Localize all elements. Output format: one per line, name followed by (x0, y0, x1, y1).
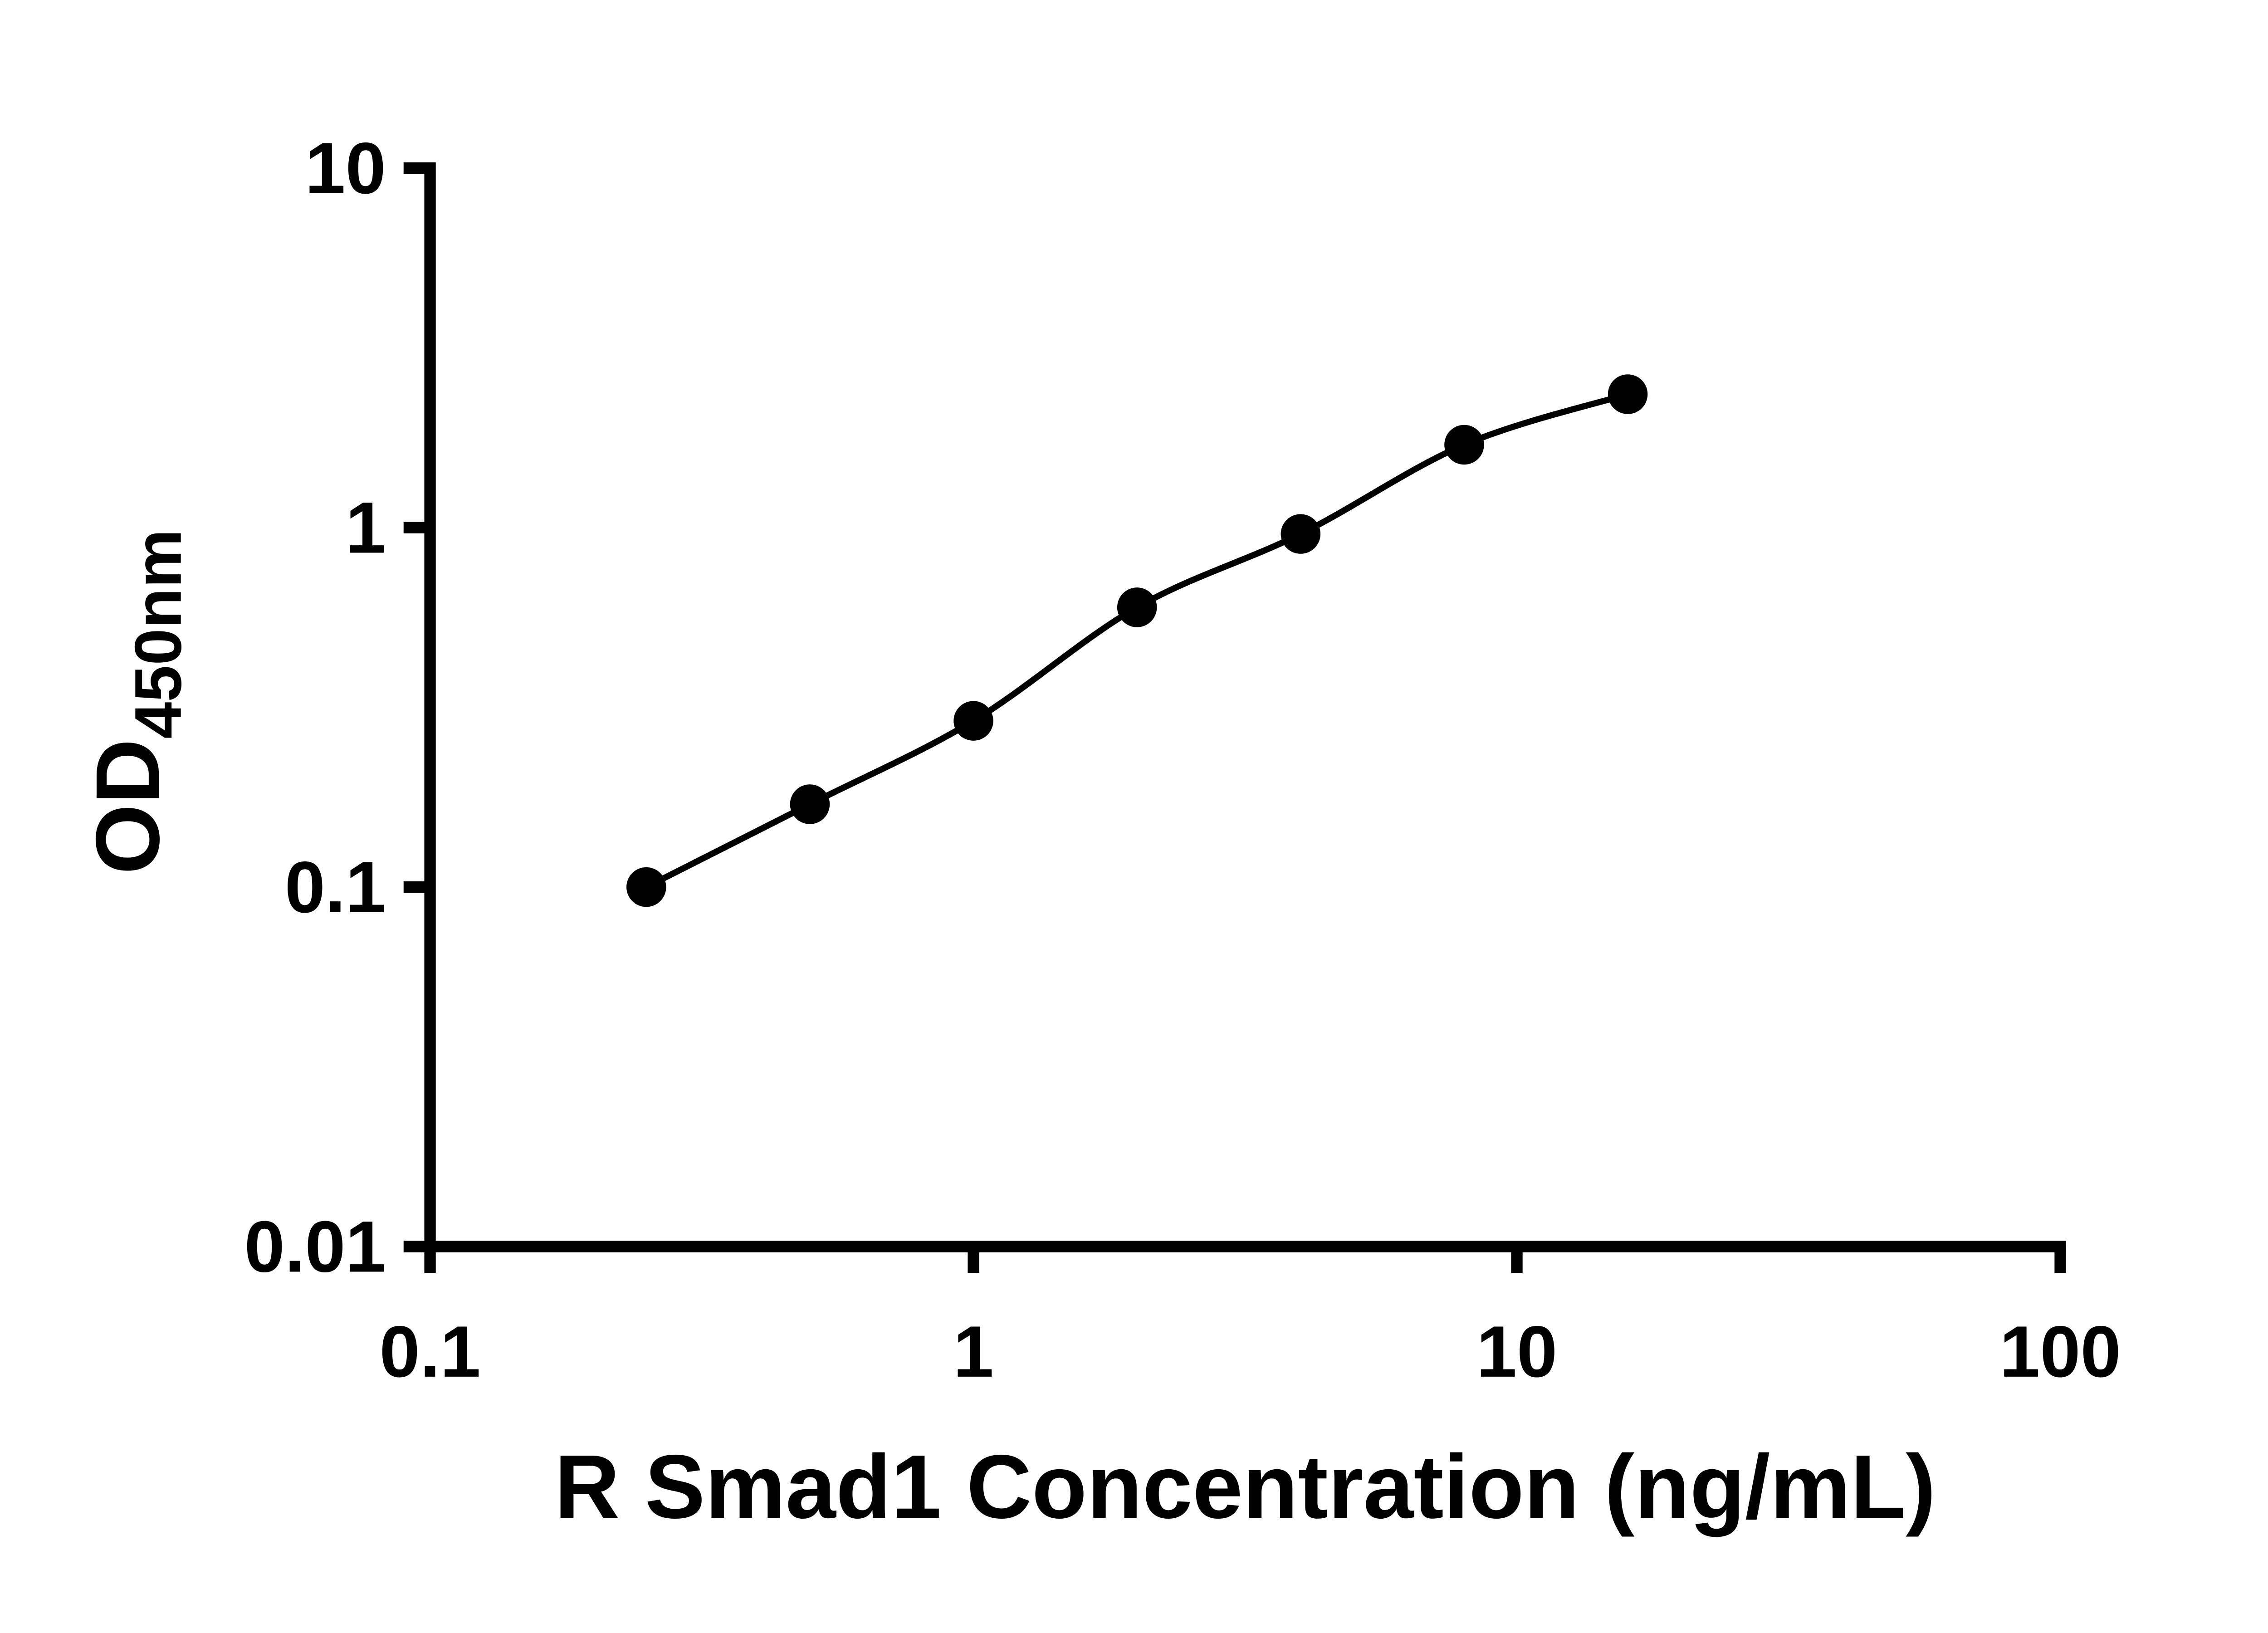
data-point-marker (1444, 425, 1484, 465)
x-tick-label: 100 (1999, 1311, 2121, 1392)
x-tick-label: 10 (1476, 1311, 1557, 1392)
data-point-marker (790, 784, 830, 824)
data-point-marker (1117, 587, 1157, 627)
y-tick-label: 0.1 (285, 846, 386, 928)
data-point-marker (1281, 514, 1321, 554)
x-axis-title: R Smad1 Concentration (ng/mL) (554, 1437, 1936, 1537)
axes: 0.01 0.1 1 10 0.1 1 10 100 (244, 127, 2121, 1392)
y-axis-title-main: OD (78, 739, 178, 875)
y-axis-title: OD450nm (78, 529, 195, 875)
data-series (626, 374, 1648, 907)
y-tick-label: 0.01 (244, 1206, 386, 1287)
data-point-marker (626, 867, 666, 907)
data-point-marker (1608, 374, 1648, 414)
x-tick-label: 0.1 (380, 1311, 481, 1392)
y-axis-title-subscript: 450nm (121, 529, 195, 739)
x-tick-label: 1 (953, 1311, 993, 1392)
y-tick-label: 10 (305, 127, 386, 209)
data-point-marker (953, 701, 993, 741)
y-tick-label: 1 (346, 487, 386, 568)
